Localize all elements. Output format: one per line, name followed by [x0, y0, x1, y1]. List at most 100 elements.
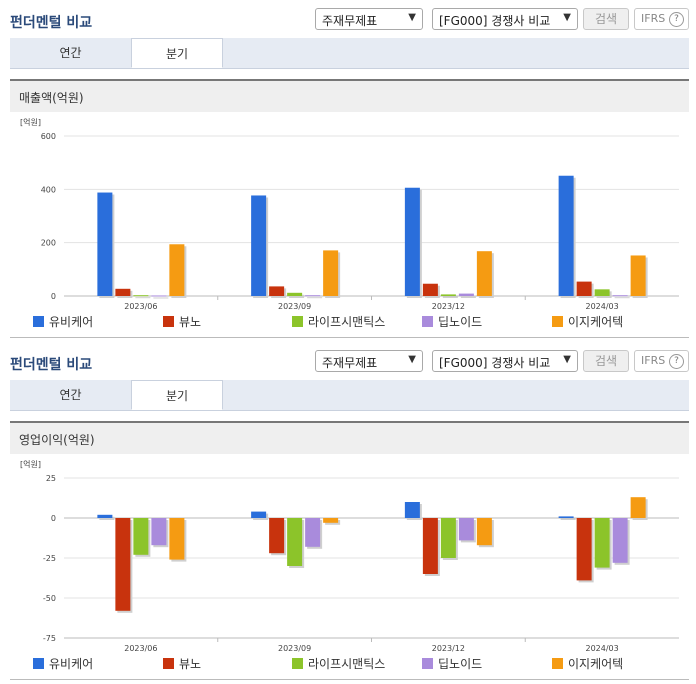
panel-title: 펀더멘털 비교 [10, 15, 93, 31]
bar [476, 518, 492, 546]
bar [133, 518, 149, 555]
legend-label: 유비케어 [49, 315, 93, 329]
legend-label: 라이프시맨틱스 [308, 657, 385, 671]
bar [269, 286, 285, 296]
legend-swatch [163, 658, 174, 669]
ifrs-label: IFRS [641, 354, 666, 367]
x-tick-label: 2024/03 [586, 302, 619, 311]
help-icon[interactable]: ? [669, 12, 684, 27]
bar [305, 295, 321, 297]
period-tabs: 연간 분기 [10, 380, 689, 411]
bar [151, 295, 167, 297]
compare-select[interactable]: [FG000] 경쟁사 비교 ▼ [432, 350, 578, 372]
search-button[interactable]: 검색 [583, 350, 629, 372]
compare-select[interactable]: [FG000] 경쟁사 비교 ▼ [432, 8, 578, 30]
y-tick-label: 400 [41, 185, 56, 194]
legend-label: 이지케어텍 [568, 657, 623, 671]
y-tick-label: 25 [46, 474, 56, 483]
bar-shadow [135, 297, 151, 299]
legend-swatch [552, 658, 563, 669]
bar-shadow [560, 518, 576, 520]
bar [269, 518, 285, 554]
bar-shadow [442, 296, 458, 298]
bar [115, 518, 131, 611]
y-tick-label: 200 [41, 239, 56, 248]
bar [169, 244, 185, 296]
bar [440, 294, 456, 296]
bar [323, 518, 339, 523]
legend-swatch [292, 658, 303, 669]
legend-label: 이지케어텍 [568, 315, 623, 329]
legend-swatch [33, 658, 44, 669]
bar-shadow [614, 297, 630, 299]
legend-label: 뷰노 [179, 315, 201, 329]
tab-annual[interactable]: 연간 [59, 46, 82, 60]
y-tick-label: 0 [51, 292, 56, 301]
y-tick-label: -25 [43, 554, 56, 563]
revenue-chart: [억원] 0 200 400 600 2023/06 2023/09 2023/12 2024/… [20, 117, 679, 329]
x-tick-label: 2023/06 [124, 644, 157, 653]
bar [287, 292, 303, 296]
bar [458, 518, 474, 541]
unit-label: [억원] [20, 459, 41, 469]
statement-select[interactable]: 주재무제표 ▼ [315, 350, 423, 372]
divider [10, 337, 689, 338]
chart-title-bar: 영업이익(억원) [10, 421, 689, 454]
x-tick-label: 2023/12 [432, 302, 465, 311]
bar [422, 518, 438, 574]
bar [323, 250, 339, 296]
bar [594, 289, 610, 296]
legend-label: 딥노이드 [438, 315, 482, 329]
bar-shadow [289, 294, 305, 298]
bar [305, 518, 321, 547]
bar-shadow [307, 297, 323, 299]
bar [576, 281, 592, 296]
bar [287, 518, 303, 566]
x-tick-label: 2024/03 [586, 644, 619, 653]
panel-title: 펀더멘털 비교 [10, 357, 93, 373]
period-tabs: 연간 분기 [10, 38, 689, 69]
search-button[interactable]: 검색 [583, 8, 629, 30]
compare-select-value: [FG000] 경쟁사 비교 [439, 14, 551, 28]
bar [151, 518, 167, 546]
legend-swatch [33, 316, 44, 327]
unit-label: [억원] [20, 117, 41, 127]
y-tick-label: -50 [43, 594, 56, 603]
bar-shadow [460, 295, 476, 298]
chevron-down-icon: ▼ [408, 12, 416, 23]
bar [251, 511, 267, 518]
bar [133, 295, 149, 297]
y-tick-label: 0 [51, 514, 56, 523]
legend-label: 딥노이드 [438, 657, 482, 671]
bar [115, 288, 131, 296]
tab-quarterly[interactable]: 분기 [131, 38, 223, 68]
legend-label: 뷰노 [179, 657, 201, 671]
chevron-down-icon: ▼ [408, 354, 416, 365]
bar [97, 192, 113, 296]
legend-label: 유비케어 [49, 657, 93, 671]
bar-shadow [99, 516, 115, 520]
bar [612, 518, 628, 563]
help-icon[interactable]: ? [669, 354, 684, 369]
legend-swatch [552, 316, 563, 327]
tab-quarterly[interactable]: 분기 [131, 380, 223, 410]
bar [251, 195, 267, 296]
x-tick-label: 2023/09 [278, 644, 311, 653]
x-tick-label: 2023/06 [124, 302, 157, 311]
ifrs-label: IFRS [641, 12, 666, 25]
ifrs-button[interactable]: IFRS ? [634, 8, 689, 30]
chart-title-bar: 매출액(억원) [10, 79, 689, 112]
bar [576, 518, 592, 581]
tab-annual[interactable]: 연간 [59, 388, 82, 402]
bar [97, 514, 113, 518]
legend-swatch [422, 658, 433, 669]
bar [558, 516, 574, 518]
divider [10, 679, 689, 680]
ifrs-button[interactable]: IFRS ? [634, 350, 689, 372]
compare-select-value: [FG000] 경쟁사 비교 [439, 356, 551, 370]
statement-select[interactable]: 주재무제표 ▼ [315, 8, 423, 30]
x-tick-label: 2023/09 [278, 302, 311, 311]
chart-title: 영업이익(억원) [19, 433, 95, 447]
bar [612, 295, 628, 297]
panel-header: 펀더멘털 비교 주재무제표 ▼ [FG000] 경쟁사 비교 ▼ 검색 IFRS… [0, 0, 696, 38]
